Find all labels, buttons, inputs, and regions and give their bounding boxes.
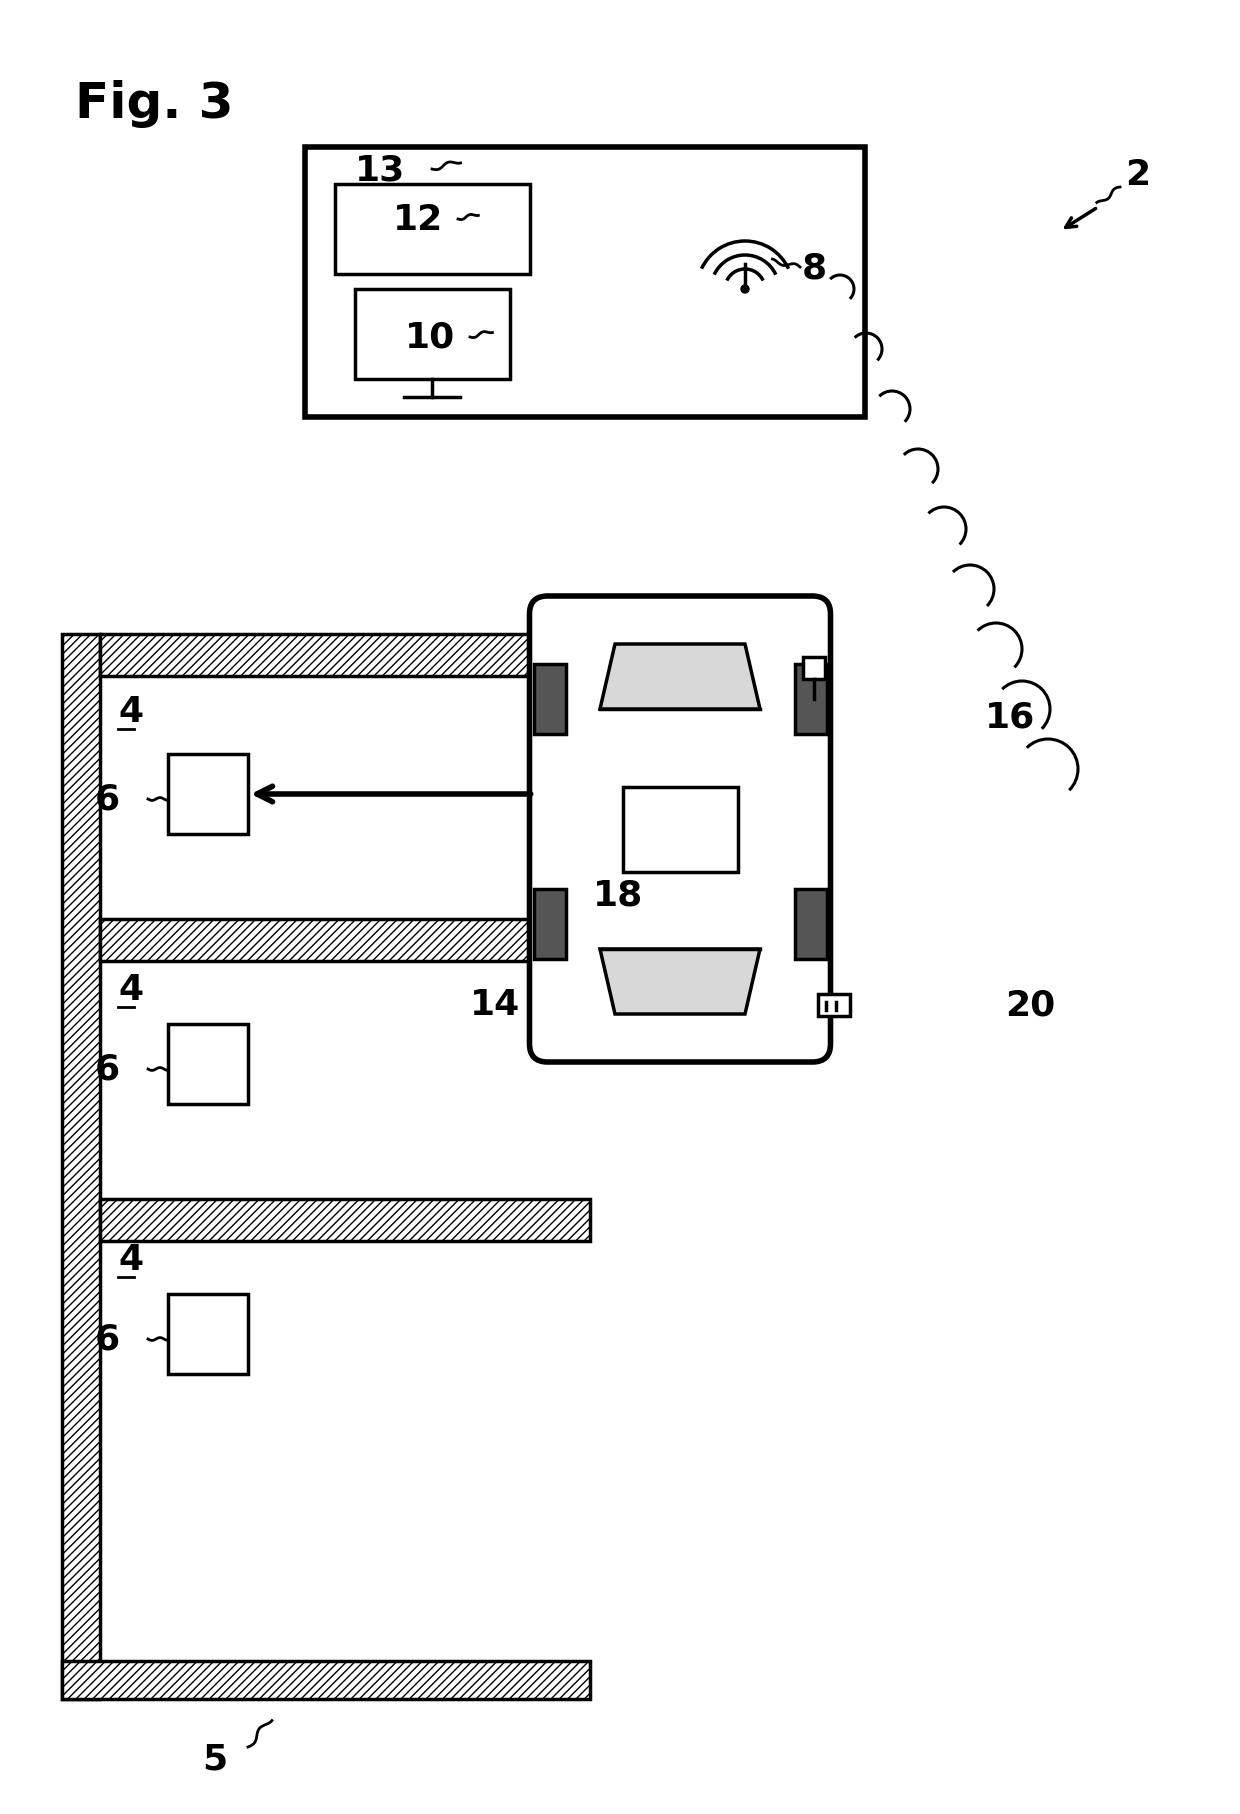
Circle shape (742, 287, 749, 294)
Bar (622, 787, 738, 873)
Bar (100, 920, 590, 961)
Text: 16: 16 (985, 700, 1035, 735)
Text: 8: 8 (802, 250, 827, 285)
Bar (802, 658, 825, 680)
Text: 4: 4 (118, 972, 143, 1007)
Bar (533, 889, 565, 960)
Text: 14: 14 (470, 987, 520, 1021)
Bar (167, 1025, 248, 1105)
Bar (355, 290, 510, 379)
Bar (533, 664, 565, 735)
Text: 20: 20 (1004, 987, 1055, 1021)
Bar (795, 664, 827, 735)
Text: 13: 13 (355, 152, 405, 187)
FancyBboxPatch shape (529, 597, 831, 1063)
Text: 5: 5 (202, 1741, 228, 1776)
Bar (335, 185, 529, 276)
Bar (167, 1293, 248, 1375)
Text: Fig. 3: Fig. 3 (74, 80, 233, 129)
Bar (62, 1662, 590, 1700)
Bar (305, 149, 866, 417)
Bar (100, 635, 590, 677)
Bar (167, 755, 248, 834)
Text: 12: 12 (393, 203, 443, 238)
Bar (795, 889, 827, 960)
Text: 6: 6 (95, 782, 120, 816)
Text: 4: 4 (118, 695, 143, 729)
Polygon shape (600, 949, 760, 1014)
Text: 6: 6 (95, 1322, 120, 1357)
Text: 18: 18 (593, 878, 644, 911)
Bar (62, 635, 100, 1700)
Polygon shape (600, 644, 760, 709)
Text: 2: 2 (1125, 158, 1151, 192)
Bar (100, 1199, 590, 1241)
Bar (817, 994, 849, 1016)
Text: 10: 10 (405, 321, 455, 356)
Text: 6: 6 (95, 1052, 120, 1087)
Text: 4: 4 (118, 1243, 143, 1277)
